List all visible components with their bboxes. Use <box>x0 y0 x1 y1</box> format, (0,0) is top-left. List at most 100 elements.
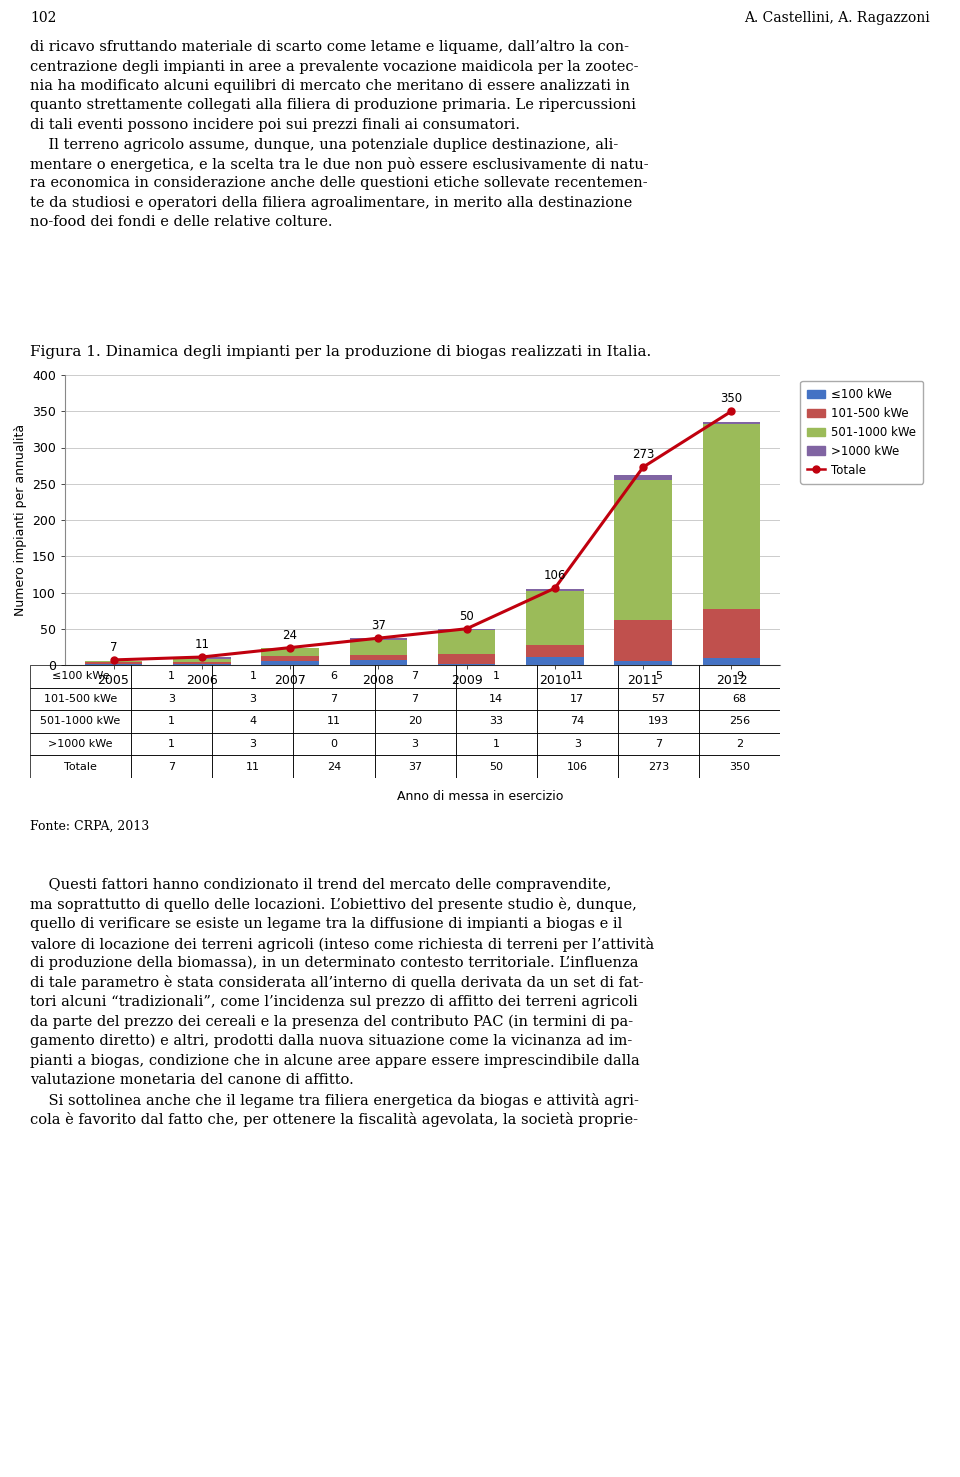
Bar <box>614 476 672 480</box>
Text: 20: 20 <box>408 716 422 727</box>
Text: 11: 11 <box>327 716 341 727</box>
Text: 1: 1 <box>492 672 499 681</box>
Text: Si sottolinea anche che il legame tra filiera energetica da biogas e attività ag: Si sottolinea anche che il legame tra fi… <box>30 1093 638 1108</box>
Text: 102: 102 <box>30 10 57 25</box>
Bar <box>30 755 132 778</box>
Bar <box>374 665 456 688</box>
Bar <box>618 688 699 710</box>
Bar <box>30 710 132 733</box>
Text: quanto strettamente collegati alla filiera di produzione primaria. Le ripercussi: quanto strettamente collegati alla filie… <box>30 99 636 112</box>
Bar <box>349 654 407 660</box>
Bar <box>699 665 780 688</box>
Text: 37: 37 <box>371 619 386 632</box>
Text: 11: 11 <box>194 638 209 651</box>
Text: pianti a biogas, condizione che in alcune aree appare essere imprescindibile dal: pianti a biogas, condizione che in alcun… <box>30 1053 639 1068</box>
Text: 11: 11 <box>246 762 260 771</box>
Text: 7: 7 <box>109 641 117 654</box>
Bar <box>537 665 618 688</box>
Text: te da studiosi e operatori della filiera agroalimentare, in merito alla destinaz: te da studiosi e operatori della filiera… <box>30 196 633 210</box>
Text: cola è favorito dal fatto che, per ottenere la fiscalità agevolata, la società p: cola è favorito dal fatto che, per otten… <box>30 1112 638 1127</box>
Text: 0: 0 <box>330 738 338 749</box>
Text: ma soprattutto di quello delle locazioni. L’obiettivo del presente studio è, dun: ma soprattutto di quello delle locazioni… <box>30 898 636 913</box>
Bar <box>294 733 374 755</box>
Text: 1: 1 <box>250 672 256 681</box>
Bar <box>212 665 294 688</box>
Bar <box>294 710 374 733</box>
Text: 37: 37 <box>408 762 422 771</box>
Bar <box>374 688 456 710</box>
Bar <box>699 710 780 733</box>
Text: 74: 74 <box>570 716 585 727</box>
Bar <box>614 620 672 662</box>
Text: 1: 1 <box>168 738 176 749</box>
Text: 6: 6 <box>330 672 338 681</box>
Bar <box>132 688 212 710</box>
Text: 17: 17 <box>570 694 585 705</box>
Text: di tali eventi possono incidere poi sui prezzi finali ai consumatori.: di tali eventi possono incidere poi sui … <box>30 118 520 131</box>
Bar <box>294 665 374 688</box>
Bar <box>618 755 699 778</box>
Text: 1: 1 <box>492 738 499 749</box>
Bar <box>618 665 699 688</box>
Bar <box>212 755 294 778</box>
Text: Fonte: CRPA, 2013: Fonte: CRPA, 2013 <box>30 820 149 833</box>
Text: Figura 1. Dinamica degli impianti per la produzione di biogas realizzati in Ital: Figura 1. Dinamica degli impianti per la… <box>30 346 651 359</box>
Bar <box>173 659 230 662</box>
Bar <box>699 688 780 710</box>
Text: 9: 9 <box>736 672 743 681</box>
Text: Totale: Totale <box>64 762 97 771</box>
Legend: ≤100 kWe, 101-500 kWe, 501-1000 kWe, >1000 kWe, Totale: ≤100 kWe, 101-500 kWe, 501-1000 kWe, >10… <box>801 381 923 483</box>
Text: 501-1000 kWe: 501-1000 kWe <box>40 716 121 727</box>
Bar <box>261 656 319 660</box>
Text: 106: 106 <box>566 762 588 771</box>
Text: 7: 7 <box>412 672 419 681</box>
Bar <box>618 710 699 733</box>
Text: no-food dei fondi e delle relative colture.: no-food dei fondi e delle relative coltu… <box>30 216 332 229</box>
Bar <box>703 424 760 609</box>
Bar <box>212 733 294 755</box>
Text: 101-500 kWe: 101-500 kWe <box>44 694 117 705</box>
Bar <box>84 662 142 665</box>
Text: 7: 7 <box>412 694 419 705</box>
Text: mentare o energetica, e la scelta tra le due non può essere esclusivamente di na: mentare o energetica, e la scelta tra le… <box>30 157 649 171</box>
Bar <box>173 657 230 659</box>
Bar <box>212 710 294 733</box>
Bar <box>537 733 618 755</box>
Bar <box>294 688 374 710</box>
Text: di ricavo sfruttando materiale di scarto come letame e liquame, dall’altro la co: di ricavo sfruttando materiale di scarto… <box>30 40 629 55</box>
Text: 4: 4 <box>250 716 256 727</box>
Bar <box>456 710 537 733</box>
Text: Questi fattori hanno condizionato il trend del mercato delle compravendite,: Questi fattori hanno condizionato il tre… <box>30 877 612 892</box>
Text: quello di verificare se esiste un legame tra la diffusione di impianti a biogas : quello di verificare se esiste un legame… <box>30 917 622 931</box>
Text: 256: 256 <box>729 716 750 727</box>
Bar <box>374 710 456 733</box>
Text: 50: 50 <box>459 610 474 623</box>
Text: 3: 3 <box>250 694 256 705</box>
Text: 106: 106 <box>543 569 566 582</box>
Bar <box>294 755 374 778</box>
Text: 3: 3 <box>412 738 419 749</box>
Bar <box>703 659 760 665</box>
Text: Il terreno agricolo assume, dunque, una potenziale duplice destinazione, ali-: Il terreno agricolo assume, dunque, una … <box>30 137 618 152</box>
Bar <box>132 710 212 733</box>
Text: 11: 11 <box>570 672 585 681</box>
Bar <box>261 660 319 665</box>
Text: valore di locazione dei terreni agricoli (inteso come richiesta di terreni per l: valore di locazione dei terreni agricoli… <box>30 936 655 951</box>
Bar <box>349 660 407 665</box>
Bar <box>526 589 584 591</box>
Text: 3: 3 <box>574 738 581 749</box>
Text: 7: 7 <box>330 694 338 705</box>
Bar <box>537 710 618 733</box>
Text: 57: 57 <box>651 694 665 705</box>
Bar <box>618 733 699 755</box>
Text: 1: 1 <box>168 716 176 727</box>
Bar <box>349 641 407 654</box>
Text: 7: 7 <box>168 762 176 771</box>
Bar <box>526 657 584 665</box>
Bar <box>173 662 230 665</box>
Y-axis label: Numero impianti per annualità: Numero impianti per annualità <box>13 424 27 616</box>
Bar <box>438 631 495 654</box>
Bar <box>614 480 672 620</box>
Text: 350: 350 <box>729 762 750 771</box>
Text: nia ha modificato alcuni equilibri di mercato che meritano di essere analizzati : nia ha modificato alcuni equilibri di me… <box>30 78 630 93</box>
